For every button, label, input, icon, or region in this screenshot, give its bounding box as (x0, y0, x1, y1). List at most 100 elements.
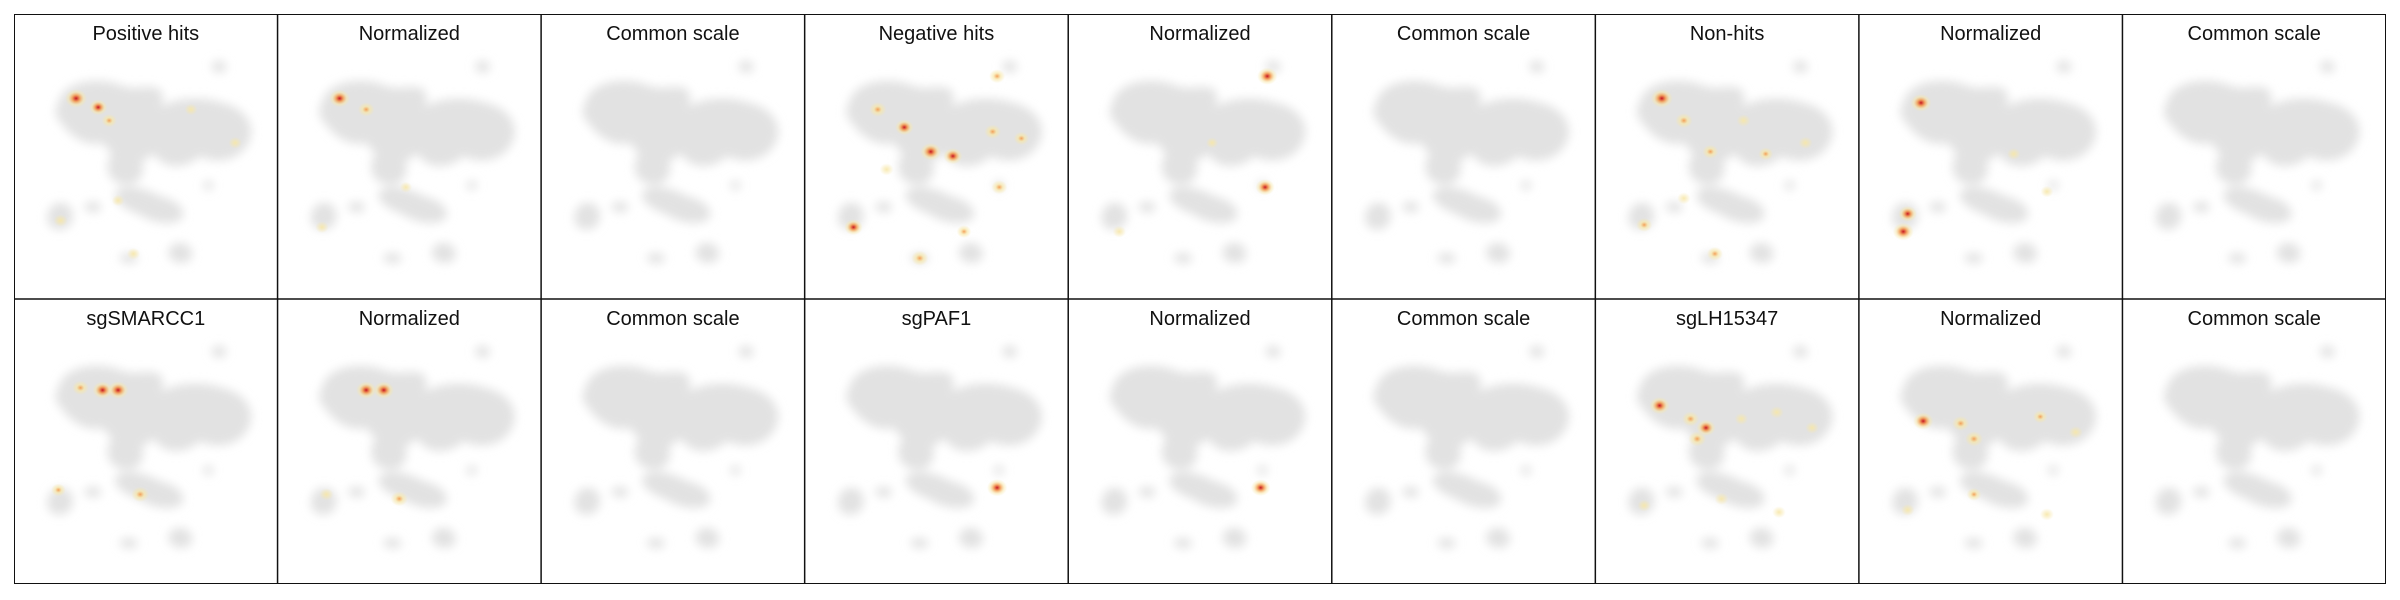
umap-cloud-region (2163, 80, 2272, 164)
density-hotspot (1688, 431, 1707, 447)
umap-cloud-region (1988, 98, 2097, 167)
umap-cloud-region (1221, 396, 1264, 419)
umap-cloud-region (1373, 80, 1481, 164)
umap-cloud-region (1520, 180, 1531, 191)
umap-cloud-region (2223, 186, 2292, 224)
umap-cloud-region (846, 365, 954, 449)
umap-panel: Positive hits (47, 23, 252, 264)
panel-title: Non-hits (1690, 23, 1764, 45)
umap-cloud (1365, 60, 1570, 264)
umap-cloud-region (2320, 60, 2335, 73)
umap-cloud-region (642, 186, 711, 224)
umap-cloud-region (475, 345, 490, 358)
density-hotspot (1769, 406, 1784, 419)
umap-cloud-region (611, 201, 628, 213)
umap-panel: Common scale (1365, 308, 1570, 549)
umap-cloud-region (694, 396, 737, 419)
umap-cloud-region (1792, 60, 1808, 73)
umap-cloud-region (1138, 201, 1156, 213)
umap-cloud-region (574, 487, 600, 515)
panel-title: Normalized (1940, 23, 2041, 45)
umap-cloud-region (959, 527, 983, 549)
umap-cloud-region (738, 60, 754, 73)
density-hotspot (2068, 426, 2083, 439)
umap-panel: Common scale (2155, 23, 2360, 264)
umap-cloud-region (1959, 186, 2029, 224)
umap-cloud-region (1964, 252, 1983, 264)
umap-cloud-region (1437, 252, 1456, 264)
umap-cloud-region (371, 148, 407, 185)
umap-cloud-region (2013, 242, 2038, 264)
umap-cloud-region (1749, 242, 1774, 264)
umap-cloud-region (1425, 433, 1461, 470)
umap-cloud-region (2056, 345, 2072, 358)
umap-cloud-region (143, 383, 252, 452)
umap-cloud-region (107, 433, 144, 470)
density-hotspot (1898, 205, 1917, 222)
density-hotspot (101, 114, 117, 128)
umap-cloud-region (634, 433, 671, 470)
umap-cloud-region (1373, 365, 1481, 449)
umap-cloud (1101, 345, 1306, 549)
umap-cloud-region (383, 537, 402, 549)
density-hotspot (1805, 421, 1819, 434)
density-hotspot (984, 124, 1001, 139)
umap-cloud-region (1700, 537, 1720, 549)
density-hotspot (1636, 218, 1653, 232)
density-hotspot (51, 483, 66, 497)
panel-title: Common scale (2188, 23, 2321, 45)
umap-cloud-region (1724, 98, 1833, 167)
umap-cloud-region (1101, 487, 1128, 515)
umap-cloud-region (574, 202, 600, 230)
umap-cloud-region (910, 537, 929, 549)
umap-cloud-region (1365, 487, 1391, 515)
umap-cloud-region (406, 98, 515, 167)
umap-cloud-region (168, 242, 193, 264)
umap-cloud-region (2311, 180, 2322, 191)
umap-cloud-region (1265, 345, 1281, 358)
panel-title: sgLH15347 (1676, 308, 1778, 330)
umap-panel: Common scale (1365, 23, 1570, 264)
density-hotspot (1649, 397, 1670, 415)
umap-cloud-region (378, 186, 447, 224)
umap-cloud-region (1437, 537, 1456, 549)
umap-cloud-region (1529, 60, 1545, 73)
density-hotspot (1965, 431, 1983, 447)
panel-title: sgPAF1 (902, 308, 972, 330)
umap-cloud (1101, 60, 1306, 264)
umap-panel: Normalized (1892, 23, 2097, 264)
density-hotspot (1112, 225, 1127, 238)
density-hotspot (1650, 89, 1673, 108)
density-hotspot (1682, 411, 1700, 427)
density-hotspot (956, 225, 972, 239)
umap-panel: sgSMARCC1 (47, 308, 252, 549)
umap-cloud-region (1486, 242, 1510, 264)
umap-cloud-region (431, 111, 473, 134)
density-hotspot (844, 219, 863, 236)
umap-cloud-region (466, 465, 477, 476)
umap-panel: sgPAF1 (838, 308, 1042, 549)
density-hotspot (1257, 67, 1278, 85)
umap-cloud-region (2276, 527, 2301, 549)
umap-cloud-region (383, 252, 402, 264)
umap-cloud (310, 345, 515, 549)
umap-cloud-region (2215, 148, 2252, 185)
panel-title: Common scale (2188, 308, 2321, 330)
panel-title: Common scale (1397, 308, 1530, 330)
density-hotspot (1696, 419, 1716, 436)
umap-cloud-region (84, 201, 101, 213)
umap-cloud-region (202, 465, 214, 476)
umap-cloud-region (2047, 465, 2058, 476)
umap-cloud-region (1401, 486, 1419, 498)
density-hotspot (111, 194, 125, 207)
umap-cloud-region (2013, 527, 2038, 549)
umap-cloud-region (993, 465, 1004, 476)
umap-cloud-region (319, 365, 427, 449)
umap-cloud (2155, 60, 2360, 264)
umap-cloud-region (1952, 148, 1988, 185)
umap-cloud-region (202, 180, 214, 191)
umap-cloud-region (114, 471, 184, 509)
umap-cloud-region (1665, 486, 1683, 498)
umap-cloud-region (2276, 111, 2318, 134)
density-hotspot (987, 479, 1008, 497)
